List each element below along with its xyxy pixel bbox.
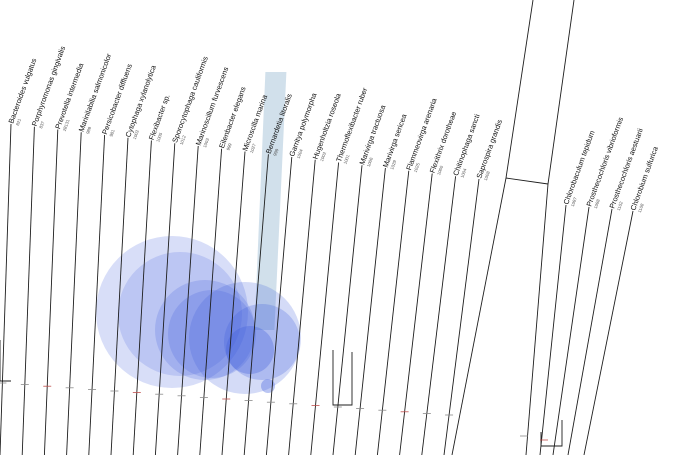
leaf-branch[interactable] [288,159,316,455]
taxon-id: 1006 [366,156,374,167]
taxon-name: Marivirga sericea [381,112,409,169]
branch-layer [0,0,634,455]
internal-node-bracket[interactable] [540,420,563,447]
taxon-id: 1002 [319,151,327,162]
taxon-id: 1002 [132,129,140,140]
internal-branch[interactable] [525,183,549,455]
taxon-id: 821 [15,117,22,126]
internal-branch[interactable] [451,177,507,455]
taxon-id: 1102 [616,200,624,211]
selected-taxon-highlight [254,72,287,330]
taxon-id: 1108 [637,202,645,213]
leaf-branch[interactable] [132,140,152,455]
leaf-branch[interactable] [583,210,634,455]
leaf-branch[interactable] [539,204,567,455]
leaf-branch[interactable] [177,145,199,455]
leaf-branch[interactable] [399,173,433,455]
taxon-id: 1025 [413,162,421,173]
taxon-id: 981 [108,128,115,137]
leaf-branch[interactable] [443,178,480,455]
leaf-branch[interactable] [221,151,246,455]
taxon-id: 837 [38,120,45,129]
leaf-branch[interactable] [21,126,35,455]
leaf-branch[interactable] [199,148,223,455]
node-bubble[interactable] [224,304,300,380]
taxon-id: 999 [225,142,232,151]
leaf-branch[interactable] [552,206,590,455]
leaf-branch[interactable] [88,134,106,455]
internal-branch[interactable] [505,177,549,185]
leaf-branch[interactable] [110,137,129,455]
node-bubble[interactable] [226,326,274,374]
internal-branch[interactable] [547,0,575,185]
taxon-id: 1005 [155,131,163,142]
leaf-branch[interactable] [43,129,59,455]
taxon-id: 1003 [202,137,210,148]
node-bubble[interactable] [189,282,301,394]
taxon-id: 1029 [389,159,397,170]
taxon-id: 1001 [342,153,350,164]
taxon-id: 1012 [179,134,187,145]
taxon-name: Saprospira grandis [474,118,504,180]
internal-node-bracket[interactable] [332,350,353,406]
leaf-branch[interactable] [265,156,293,455]
taxon-id: 1097 [570,196,578,207]
taxon-id: 1060 [436,164,444,175]
tick-layer [0,382,548,441]
bubble-layer [96,236,301,394]
leaf-branch[interactable] [376,170,410,455]
leaf-branch[interactable] [243,154,269,455]
internal-branch[interactable] [505,0,534,179]
leaf-branch[interactable] [0,123,12,455]
node-bubble[interactable] [261,379,275,393]
leaf-branch[interactable] [567,208,613,455]
taxon-id: 1098 [593,198,601,209]
taxon-id: 1008 [483,170,491,181]
taxon-id: 999 [272,148,279,157]
node-bubble[interactable] [96,236,248,388]
leaf-branch[interactable] [354,167,386,455]
leaf-branch[interactable] [66,132,82,455]
leaf-branch[interactable] [332,165,363,455]
internal-node-bracket[interactable] [0,340,11,382]
node-bubble[interactable] [168,290,256,378]
taxon-id: 1004 [459,167,467,178]
taxon-id: 989 [85,126,92,135]
taxon-id: 1027 [249,142,257,153]
node-bubble[interactable] [118,252,242,376]
leaf-branch[interactable] [421,176,457,455]
taxon-id: 28131 [62,118,71,132]
taxon-id: 1004 [296,148,304,159]
leaf-branch[interactable] [310,162,340,455]
leaf-branch[interactable] [154,143,176,455]
highlight-layer [254,72,287,330]
